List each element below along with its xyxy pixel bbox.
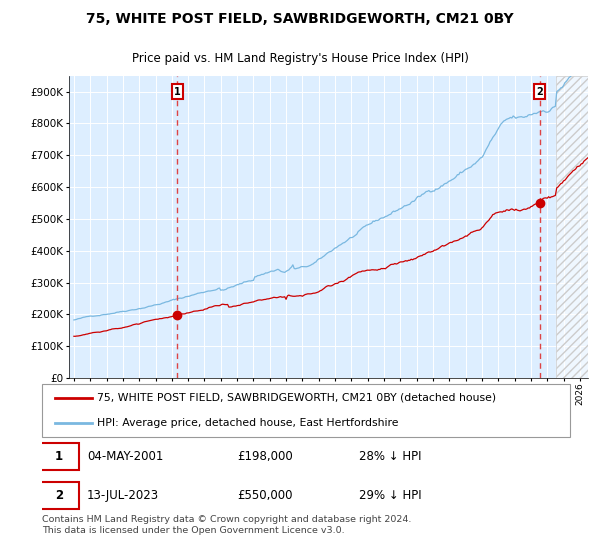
- Text: 13-JUL-2023: 13-JUL-2023: [87, 489, 159, 502]
- Text: 1: 1: [174, 86, 181, 96]
- Text: 2: 2: [536, 86, 543, 96]
- Bar: [556, 76, 588, 378]
- FancyBboxPatch shape: [40, 482, 79, 509]
- Text: HPI: Average price, detached house, East Hertfordshire: HPI: Average price, detached house, East…: [97, 418, 399, 428]
- Text: Contains HM Land Registry data © Crown copyright and database right 2024.
This d: Contains HM Land Registry data © Crown c…: [42, 515, 412, 535]
- Text: £550,000: £550,000: [238, 489, 293, 502]
- Text: 29% ↓ HPI: 29% ↓ HPI: [359, 489, 421, 502]
- Text: 04-MAY-2001: 04-MAY-2001: [87, 450, 163, 463]
- Text: 75, WHITE POST FIELD, SAWBRIDGEWORTH, CM21 0BY: 75, WHITE POST FIELD, SAWBRIDGEWORTH, CM…: [86, 12, 514, 26]
- Text: Price paid vs. HM Land Registry's House Price Index (HPI): Price paid vs. HM Land Registry's House …: [131, 53, 469, 66]
- Text: 28% ↓ HPI: 28% ↓ HPI: [359, 450, 421, 463]
- Text: 2: 2: [55, 489, 63, 502]
- Text: £198,000: £198,000: [238, 450, 293, 463]
- Text: 75, WHITE POST FIELD, SAWBRIDGEWORTH, CM21 0BY (detached house): 75, WHITE POST FIELD, SAWBRIDGEWORTH, CM…: [97, 393, 497, 403]
- Text: 1: 1: [55, 450, 63, 463]
- FancyBboxPatch shape: [40, 443, 79, 470]
- FancyBboxPatch shape: [42, 384, 570, 437]
